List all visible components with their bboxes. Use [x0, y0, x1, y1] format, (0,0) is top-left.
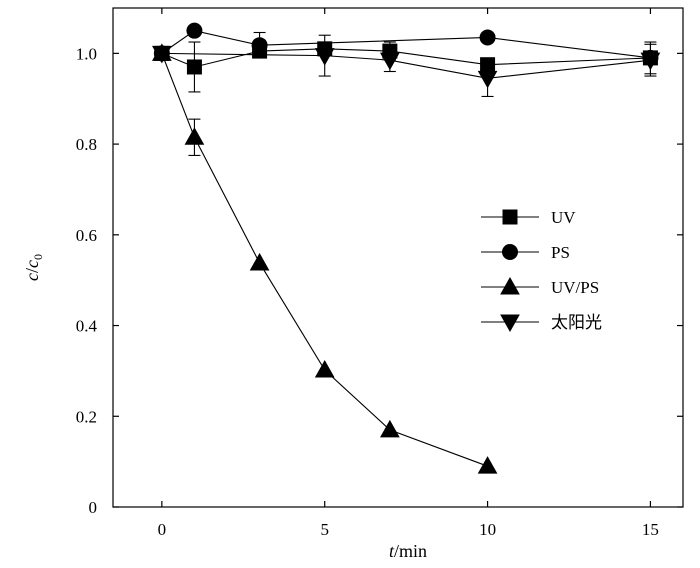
data-point	[186, 59, 202, 75]
data-point	[251, 37, 268, 54]
x-axis-label: t/min	[389, 541, 427, 561]
data-point	[380, 419, 400, 438]
series-line	[161, 53, 488, 467]
legend-marker	[500, 276, 520, 295]
series-triangle-down	[152, 34, 661, 98]
x-tick-label: 15	[642, 520, 659, 539]
legend-label: 太阳光	[551, 313, 602, 332]
series-triangle-up	[152, 43, 498, 474]
legend-label: UV/PS	[551, 278, 599, 297]
legend-marker	[500, 314, 520, 333]
legend-item: UV/PS	[481, 276, 599, 297]
data-point	[249, 252, 270, 271]
legend-label: PS	[551, 243, 570, 262]
axis-ticks: 0 5 10 15 0 0.2 0.4 0.6 0.8 1.0	[76, 8, 683, 539]
y-tick-label: 0.2	[76, 407, 97, 426]
data-point	[314, 48, 335, 66]
data-point	[152, 45, 172, 64]
data-point	[186, 22, 203, 39]
plot-border	[112, 7, 684, 508]
data-point	[184, 127, 205, 145]
x-tick-label: 5	[320, 520, 329, 539]
legend-marker	[502, 244, 518, 260]
data-point	[477, 70, 498, 89]
x-tick-label: 0	[158, 520, 167, 539]
legend-marker	[502, 209, 518, 225]
y-tick-label: 0.6	[76, 226, 97, 245]
data-point	[314, 359, 335, 378]
y-tick-label: 0	[89, 498, 98, 517]
y-tick-label: 0.8	[76, 135, 97, 154]
data-point	[479, 29, 496, 46]
plot-frame	[112, 7, 684, 508]
y-tick-label: 0.4	[76, 317, 98, 336]
data-point	[640, 52, 661, 71]
legend-item: 太阳光	[481, 313, 602, 333]
x-tick-label: 10	[479, 520, 496, 539]
data-point	[477, 456, 498, 474]
y-tick-label: 1.0	[76, 44, 97, 63]
series-layer	[152, 22, 661, 474]
y-axis-label: c/c0	[22, 254, 45, 281]
series-line	[161, 48, 651, 68]
data-point	[380, 52, 400, 71]
legend-item: UV	[481, 208, 576, 227]
series-circle	[153, 22, 659, 66]
legend-item: PS	[481, 243, 570, 262]
legend: UV PS UV/PS 太阳光	[481, 208, 602, 333]
legend-label: UV	[551, 208, 576, 227]
